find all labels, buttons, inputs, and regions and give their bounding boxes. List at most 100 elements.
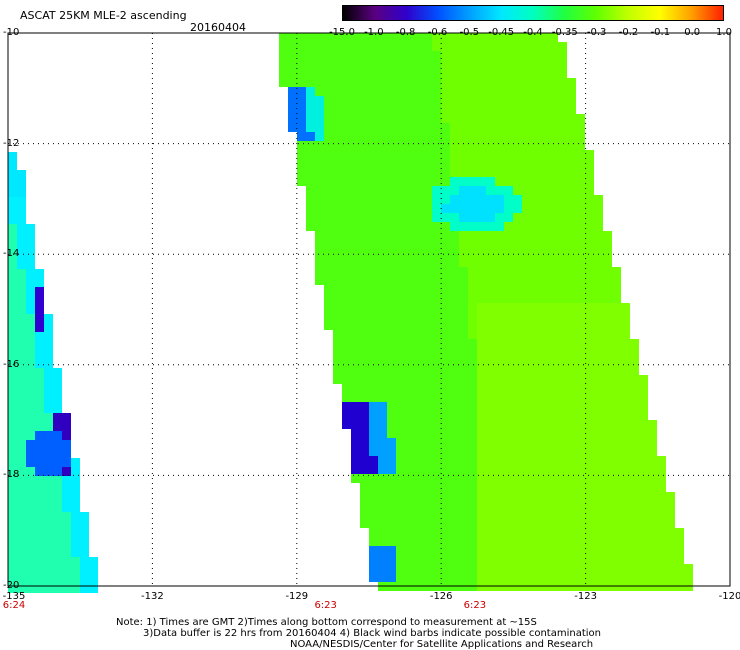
colorbar-labels: -15.0 -1.0 -0.8 -0.6 -0.5 -0.45 -0.4 -0.35 -0.3-…: [329, 27, 732, 39]
swath-pixel: [540, 132, 549, 141]
swath-pixel: [405, 60, 414, 69]
swath-pixel: [288, 78, 297, 87]
swath-pixel: [486, 420, 495, 429]
swath-pixel: [369, 222, 378, 231]
swath-pixel: [567, 240, 576, 249]
swath-pixel: [648, 537, 657, 546]
swath-pixel: [549, 114, 558, 123]
swath-pixel: [531, 69, 540, 78]
swath-pixel: [62, 467, 71, 476]
swath-pixel: [8, 314, 17, 323]
swath-pixel: [405, 312, 414, 321]
swath-pixel: [360, 492, 369, 501]
swath-pixel: [423, 240, 432, 249]
swath-pixel: [288, 60, 297, 69]
swath-pixel: [360, 294, 369, 303]
swath-pixel: [495, 294, 504, 303]
swath-pixel: [315, 150, 324, 159]
swath-pixel: [459, 114, 468, 123]
swath-pixel: [315, 213, 324, 222]
swath-pixel: [387, 258, 396, 267]
swath-pixel: [657, 465, 666, 474]
swath-pixel: [387, 348, 396, 357]
swath-pixel: [549, 420, 558, 429]
swath-pixel: [333, 132, 342, 141]
swath-pixel: [351, 375, 360, 384]
swath-pixel: [360, 357, 369, 366]
swath-pixel: [495, 150, 504, 159]
swath-pixel: [351, 303, 360, 312]
swath-pixel: [342, 96, 351, 105]
swath-pixel: [576, 456, 585, 465]
swath-pixel: [468, 411, 477, 420]
swath-pixel: [306, 42, 315, 51]
swath-pixel: [414, 51, 423, 60]
swath-pixel: [540, 402, 549, 411]
swath-pixel: [351, 114, 360, 123]
swath-pixel: [621, 438, 630, 447]
swath-pixel: [468, 96, 477, 105]
swath-pixel: [585, 573, 594, 582]
swath-pixel: [405, 87, 414, 96]
swath-pixel: [405, 195, 414, 204]
swath-pixel: [657, 492, 666, 501]
swath-pixel: [432, 195, 441, 204]
swath-pixel: [414, 267, 423, 276]
swath-pixel: [369, 213, 378, 222]
swath-pixel: [558, 177, 567, 186]
swath-pixel: [666, 537, 675, 546]
swath-pixel: [441, 447, 450, 456]
swath-pixel: [459, 303, 468, 312]
swath-pixel: [585, 240, 594, 249]
swath-pixel: [441, 195, 450, 204]
swath-pixel: [477, 438, 486, 447]
swath-pixel: [549, 159, 558, 168]
swath-pixel: [495, 330, 504, 339]
swath-pixel: [405, 123, 414, 132]
swath-pixel: [26, 440, 35, 449]
swath-pixel: [342, 240, 351, 249]
swath-pixel: [459, 60, 468, 69]
swath-pixel: [594, 231, 603, 240]
swath-pixel: [522, 114, 531, 123]
swath-pixel: [495, 321, 504, 330]
swath-pixel: [387, 321, 396, 330]
swath-pixel: [369, 456, 378, 465]
swath-pixel: [26, 458, 35, 467]
swath-pixel: [558, 528, 567, 537]
swath-pixel: [62, 458, 71, 467]
swath-pixel: [396, 132, 405, 141]
swath-pixel: [558, 195, 567, 204]
swath-pixel: [405, 42, 414, 51]
swath-pixel: [585, 303, 594, 312]
swath-pixel: [342, 213, 351, 222]
swath-pixel: [540, 51, 549, 60]
swath-pixel: [405, 348, 414, 357]
swath-pixel: [405, 483, 414, 492]
swath-pixel: [576, 384, 585, 393]
swath-pixel: [486, 429, 495, 438]
swath-pixel: [423, 78, 432, 87]
swath-pixel: [477, 375, 486, 384]
swath-pixel: [639, 474, 648, 483]
swath-pixel: [504, 159, 513, 168]
swath-pixel: [468, 258, 477, 267]
swath-pixel: [468, 357, 477, 366]
swath-pixel: [26, 521, 35, 530]
swath-pixel: [567, 150, 576, 159]
swath-pixel: [423, 231, 432, 240]
swath-pixel: [387, 339, 396, 348]
swath-pixel: [53, 575, 62, 584]
swath-pixel: [495, 411, 504, 420]
swath-pixel: [567, 438, 576, 447]
swath-pixel: [531, 231, 540, 240]
swath-pixel: [549, 438, 558, 447]
x-tick-label: -135: [2, 591, 26, 602]
swath-pixel: [414, 312, 423, 321]
swath-pixel: [450, 249, 459, 258]
swath-pixel: [531, 519, 540, 528]
swath-pixel: [396, 393, 405, 402]
swath-pixel: [450, 420, 459, 429]
swath-pixel: [549, 303, 558, 312]
swath-pixel: [387, 429, 396, 438]
